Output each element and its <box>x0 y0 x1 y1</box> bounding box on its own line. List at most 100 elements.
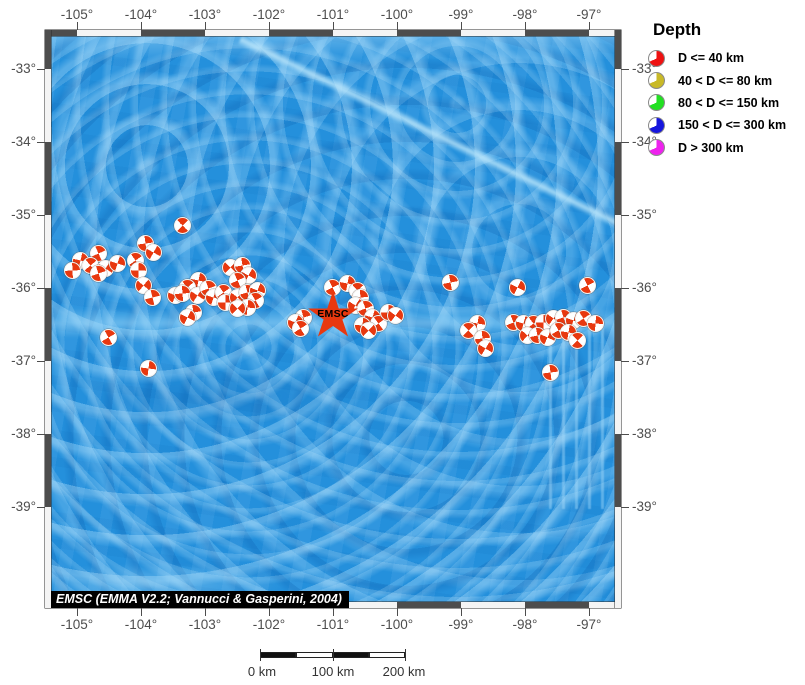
attribution-box: EMSC (EMMA V2.2; Vannucci & Gasperini, 2… <box>51 591 349 608</box>
lat-tick <box>37 141 45 143</box>
scale-bar-label: 200 km <box>382 664 426 679</box>
frame-segment <box>615 215 621 288</box>
frame-segment <box>589 602 621 608</box>
lon-tick <box>524 608 526 616</box>
lat-tick <box>621 287 629 289</box>
focal-mechanism-beachball <box>441 273 459 291</box>
frame-segment <box>615 361 621 434</box>
focal-mechanism-beachball <box>459 321 477 339</box>
legend-title: Depth <box>653 20 702 39</box>
lat-label: -35° <box>632 207 657 222</box>
lat-tick <box>37 433 45 435</box>
scale-bar-label: 100 km <box>311 664 355 679</box>
frame-segment <box>461 602 525 608</box>
frame-segment <box>461 30 525 36</box>
frame-segment <box>45 215 51 288</box>
focal-mechanism-beachball <box>578 276 596 294</box>
frame-segment <box>45 507 51 608</box>
focal-mechanism-beachball <box>508 278 526 296</box>
lon-label: -100° <box>380 7 414 22</box>
focal-mechanism-icon <box>648 94 665 112</box>
lon-label: -102° <box>252 7 286 22</box>
map-frame-right <box>615 30 621 608</box>
lon-label: -103° <box>188 7 222 22</box>
lon-label: -98° <box>512 617 538 632</box>
focal-mechanism-beachball <box>586 314 604 332</box>
legend-item-label: 40 < D <= 80 km <box>678 73 773 88</box>
map-frame-left <box>45 30 51 608</box>
lon-label: -105° <box>60 617 94 632</box>
lat-tick <box>621 433 629 435</box>
lon-label: -99° <box>448 617 474 632</box>
lon-tick <box>76 608 78 616</box>
lat-tick <box>621 141 629 143</box>
focal-mechanism-beachball <box>63 261 81 279</box>
focal-mechanism-beachball <box>386 306 404 324</box>
legend-item-label: D <= 40 km <box>678 51 745 66</box>
frame-segment <box>205 30 269 36</box>
focal-mechanism-icon <box>648 72 665 90</box>
focal-mechanism-beachball <box>476 339 494 357</box>
lon-tick <box>396 22 398 30</box>
lon-tick <box>204 22 206 30</box>
lon-label: -99° <box>448 7 474 22</box>
lon-label: -97° <box>576 617 602 632</box>
legend-item: D > 300 km <box>648 137 805 159</box>
lon-tick <box>396 608 398 616</box>
focal-mechanism-beachball <box>139 359 157 377</box>
scale-bar-tick <box>260 649 261 661</box>
scale-bar-tick <box>405 649 406 661</box>
scale-bar-segment <box>260 652 296 658</box>
frame-segment <box>333 602 397 608</box>
lat-label: -39° <box>11 499 36 514</box>
lat-label: -36° <box>11 280 36 295</box>
focal-mechanism-beachball <box>89 264 107 282</box>
scale-bar-segment <box>369 652 405 658</box>
focal-mechanism-beachball <box>108 254 126 272</box>
lat-tick <box>37 360 45 362</box>
frame-segment <box>615 69 621 142</box>
lat-label: -38° <box>11 426 36 441</box>
legend-item-label: D > 300 km <box>678 140 744 155</box>
lon-tick <box>332 608 334 616</box>
focal-mechanism-beachball <box>228 271 246 289</box>
lon-label: -104° <box>124 617 158 632</box>
lat-label: -35° <box>11 207 36 222</box>
focal-mechanism-beachball <box>541 363 559 381</box>
lat-label: -36° <box>632 280 657 295</box>
lon-label: -100° <box>380 617 414 632</box>
lat-tick <box>621 68 629 70</box>
lon-tick <box>460 22 462 30</box>
scale-bar-label: 0 km <box>247 664 277 679</box>
lon-label: -105° <box>60 7 94 22</box>
frame-segment <box>615 507 621 608</box>
legend-rows: D <= 40 km 40 < D <= 80 km 80 < D <= 150… <box>648 47 805 159</box>
lat-label: -37° <box>11 353 36 368</box>
focal-mechanism-beachball <box>99 328 117 346</box>
legend-item-label: 150 < D <= 300 km <box>678 118 787 133</box>
legend-item: 150 < D <= 300 km <box>648 114 805 136</box>
lon-label: -98° <box>512 7 538 22</box>
emsc-star-label: EMSC <box>317 308 349 320</box>
scale-bar-segment <box>296 652 333 658</box>
frame-segment <box>333 30 397 36</box>
focal-mechanism-beachball <box>228 299 246 317</box>
lon-tick <box>524 22 526 30</box>
lon-label: -104° <box>124 7 158 22</box>
lon-label: -103° <box>188 617 222 632</box>
lon-tick <box>268 608 270 616</box>
lat-tick <box>621 506 629 508</box>
lat-label: -39° <box>632 499 657 514</box>
focal-mechanism-icon <box>648 116 665 134</box>
lon-label: -101° <box>316 7 350 22</box>
lon-tick <box>140 22 142 30</box>
frame-segment <box>77 30 141 36</box>
lat-label: -37° <box>632 353 657 368</box>
lat-tick <box>37 214 45 216</box>
map-frame-top <box>45 30 621 36</box>
lat-label: -34° <box>11 134 36 149</box>
lat-label: -33° <box>11 61 36 76</box>
